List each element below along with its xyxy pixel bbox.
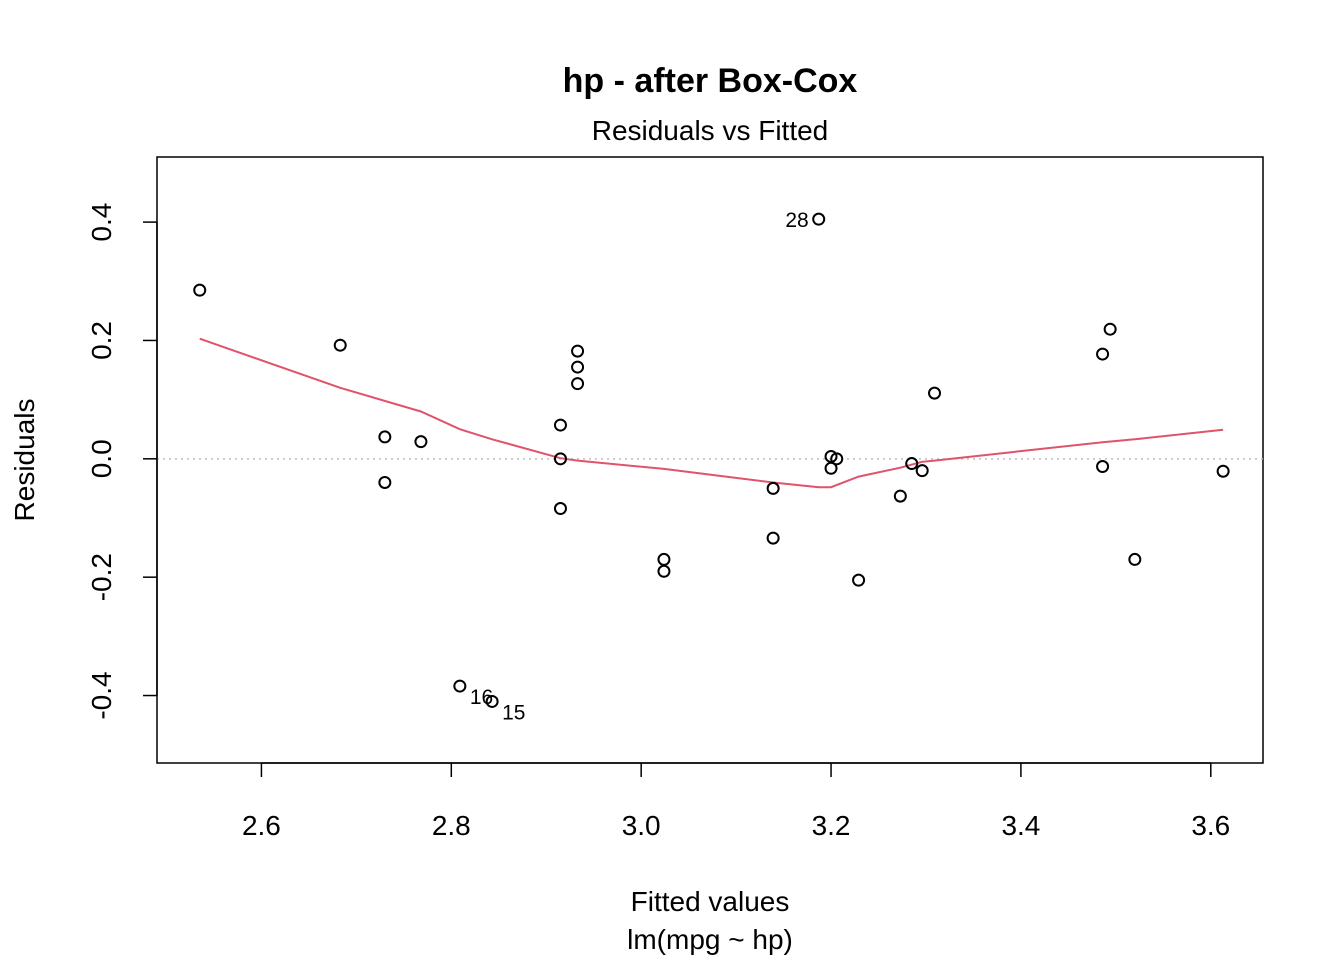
data-points xyxy=(193,212,1230,708)
data-point xyxy=(485,694,499,708)
data-point xyxy=(657,564,671,578)
data-point xyxy=(553,502,567,516)
data-point xyxy=(657,552,671,566)
plot-frame xyxy=(156,156,1264,764)
data-point xyxy=(812,212,826,226)
data-point xyxy=(453,679,467,693)
data-point xyxy=(824,461,838,475)
y-axis: -0.4 -0.2 0.0 0.2 0.4 xyxy=(86,203,158,720)
chart-subtitle: Residuals vs Fitted xyxy=(592,115,829,146)
y-tick-label: 0.0 xyxy=(86,439,117,478)
x-tick-label: 3.2 xyxy=(812,810,851,841)
x-tick-label: 2.8 xyxy=(432,810,471,841)
data-point xyxy=(1096,347,1110,361)
data-point xyxy=(1103,322,1117,336)
data-point xyxy=(905,457,919,471)
data-point xyxy=(553,452,567,466)
data-point xyxy=(193,283,207,297)
data-point xyxy=(852,573,866,587)
x-axis-label: Fitted values xyxy=(631,886,790,917)
data-point xyxy=(1216,464,1230,478)
point-label-15: 15 xyxy=(502,701,525,724)
x-axis-sublabel: lm(mpg ~ hp) xyxy=(627,924,793,955)
x-tick-label: 3.4 xyxy=(1001,810,1040,841)
point-labels: 28 16 15 xyxy=(470,209,809,724)
data-point xyxy=(766,531,780,545)
y-axis-label: Residuals xyxy=(9,399,40,522)
y-tick-label: -0.2 xyxy=(86,553,117,601)
data-point xyxy=(414,435,428,449)
x-tick-label: 3.6 xyxy=(1191,810,1230,841)
data-point xyxy=(378,430,392,444)
data-point xyxy=(571,344,585,358)
data-point xyxy=(928,386,942,400)
y-tick-label: -0.4 xyxy=(86,671,117,719)
data-point xyxy=(915,464,929,478)
data-point xyxy=(893,489,907,503)
smoother-line xyxy=(199,337,1224,489)
data-point xyxy=(1096,460,1110,474)
data-point xyxy=(553,418,567,432)
data-point xyxy=(1128,552,1142,566)
x-tick-label: 2.6 xyxy=(242,810,281,841)
data-point xyxy=(333,338,347,352)
point-label-16: 16 xyxy=(470,686,493,709)
data-point xyxy=(766,481,780,495)
x-axis: 2.6 2.8 3.0 3.2 3.4 3.6 xyxy=(242,762,1230,841)
x-tick-label: 3.0 xyxy=(622,810,661,841)
chart-title: hp - after Box-Cox xyxy=(563,62,858,100)
y-tick-label: 0.4 xyxy=(86,203,117,242)
y-tick-label: 0.2 xyxy=(86,321,117,360)
data-point xyxy=(571,377,585,391)
data-point xyxy=(830,452,844,466)
data-point xyxy=(571,360,585,374)
data-point xyxy=(378,475,392,489)
point-label-28: 28 xyxy=(785,209,808,232)
